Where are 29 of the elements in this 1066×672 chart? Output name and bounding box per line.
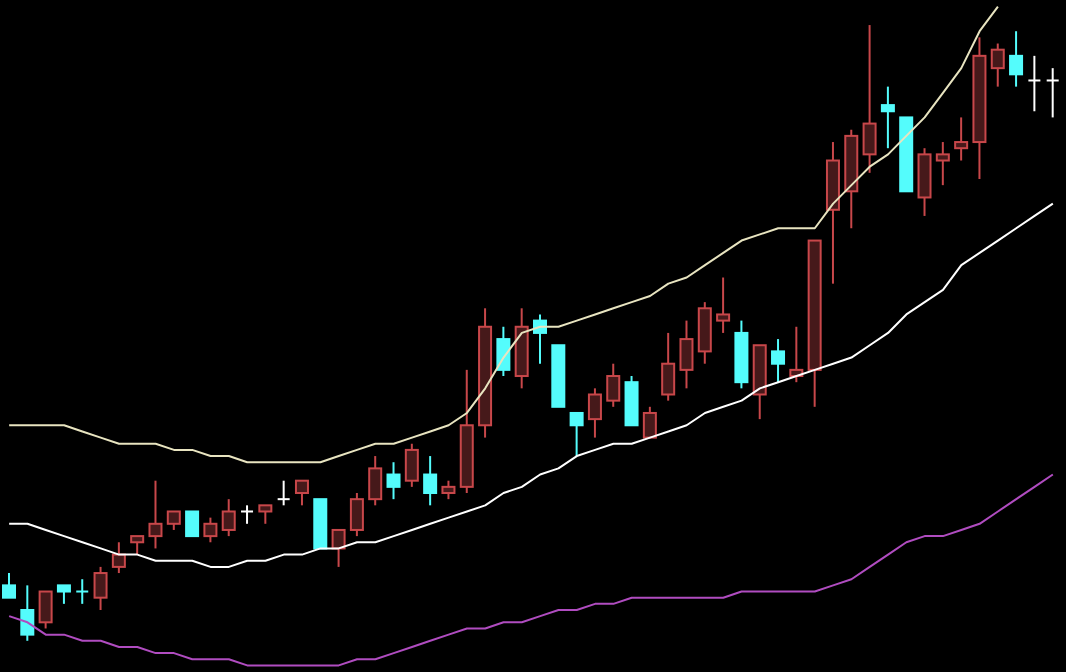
- candlestick: [716, 276, 731, 334]
- candlestick: [459, 368, 474, 495]
- candlestick: [514, 307, 529, 390]
- candlestick: [111, 541, 126, 575]
- candlestick: [880, 85, 895, 150]
- candlestick: [990, 42, 1005, 88]
- candlestick: [221, 498, 236, 538]
- candlestick: [1028, 54, 1041, 113]
- candlestick: [478, 307, 493, 439]
- candlestick: [349, 492, 364, 538]
- candlestick: [917, 147, 932, 217]
- candlestick: [404, 442, 419, 488]
- candlestick: [606, 362, 621, 408]
- candlestick: [954, 116, 969, 162]
- candlestick: [697, 301, 712, 365]
- candlestick: [93, 565, 108, 611]
- candlestick: [368, 455, 383, 507]
- candlestick: [972, 36, 987, 180]
- candlestick: [148, 479, 163, 550]
- candlestick: [587, 387, 602, 439]
- candlestick: [862, 24, 877, 174]
- candlestick: [203, 516, 218, 544]
- candlestick: [935, 141, 950, 187]
- candlestick: [825, 141, 840, 285]
- candlestick: [661, 331, 676, 402]
- candlestick: [1009, 30, 1024, 88]
- candlestick: [844, 128, 859, 230]
- candlestick: [441, 479, 456, 501]
- candlestick: [679, 319, 694, 390]
